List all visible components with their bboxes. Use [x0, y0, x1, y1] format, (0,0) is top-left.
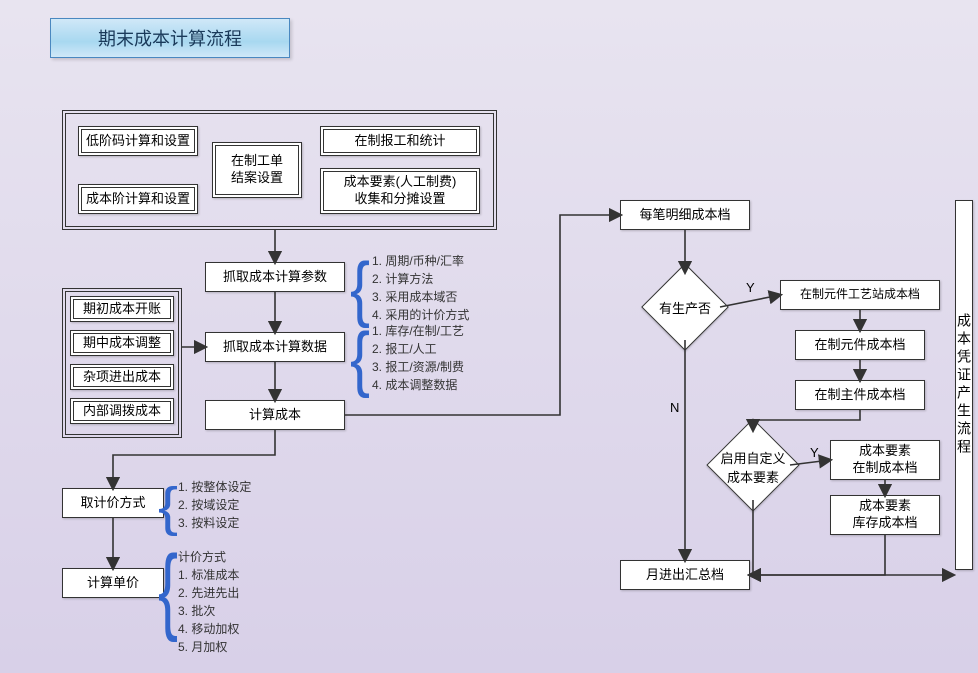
note-1: 1. 周期/币种/汇率 2. 计算方法 3. 采用成本域否 4. 采用的计价方式: [372, 252, 469, 324]
box-wip-report: 在制报工和统计: [320, 126, 480, 156]
box-wip-main-cost: 在制主件成本档: [795, 380, 925, 410]
note-4: 计价方式 1. 标准成本 2. 先进先出 3. 批次 4. 移动加权 5. 月加…: [178, 548, 239, 656]
box-voucher-flow: 成本凭证产生流程: [955, 200, 973, 570]
label-y1: Y: [746, 280, 755, 295]
box-elem-wip-cost: 成本要素 在制成本档: [830, 440, 940, 480]
box-misc-cost: 杂项进出成本: [70, 364, 174, 390]
note-3: 1. 按整体设定 2. 按域设定 3. 按料设定: [178, 478, 251, 532]
diamond-custom-elem: [706, 418, 799, 511]
label-y2: Y: [810, 445, 819, 460]
box-calc-cost: 计算成本: [205, 400, 345, 430]
box-wip-comp-station: 在制元件工艺站成本档: [780, 280, 940, 310]
box-opening-cost: 期初成本开账: [70, 296, 174, 322]
brace-1: {: [350, 253, 370, 325]
box-calc-price: 计算单价: [62, 568, 164, 598]
box-elem-inv-cost: 成本要素 库存成本档: [830, 495, 940, 535]
box-month-summary: 月进出汇总档: [620, 560, 750, 590]
title: 期末成本计算流程: [50, 18, 290, 58]
box-low-level-code: 低阶码计算和设置: [78, 126, 198, 156]
box-cost-element-setup: 成本要素(人工制费) 收集和分摊设置: [320, 168, 480, 214]
label-n1: N: [670, 400, 679, 415]
box-wip-close: 在制工单 结案设置: [212, 142, 302, 198]
box-transfer-cost: 内部调拨成本: [70, 398, 174, 424]
box-cost-level: 成本阶计算和设置: [78, 184, 198, 214]
box-fetch-params: 抓取成本计算参数: [205, 262, 345, 292]
note-2: 1. 库存/在制/工艺 2. 报工/人工 3. 报工/资源/制费 4. 成本调整…: [372, 322, 464, 394]
box-detail-cost: 每笔明细成本档: [620, 200, 750, 230]
box-wip-comp-cost: 在制元件成本档: [795, 330, 925, 360]
diamond-has-prod: [641, 263, 729, 351]
box-fetch-data: 抓取成本计算数据: [205, 332, 345, 362]
brace-3: {: [158, 480, 178, 534]
brace-4: {: [158, 542, 178, 638]
box-mid-adjust: 期中成本调整: [70, 330, 174, 356]
brace-2: {: [350, 323, 370, 395]
box-pricing-method: 取计价方式: [62, 488, 164, 518]
